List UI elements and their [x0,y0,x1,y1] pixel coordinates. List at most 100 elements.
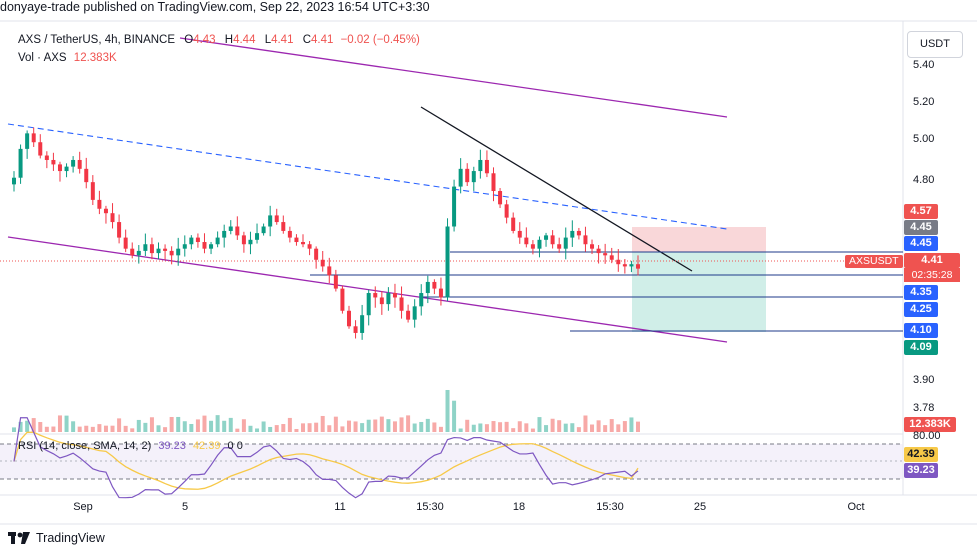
volume-bar [169,416,174,432]
dashed-trendline [7,123,728,230]
volume-bar [517,421,522,432]
candle-body [498,191,503,205]
price-label-grey: 4.45 [904,220,938,235]
volume-bar [90,426,95,432]
volume-bar [504,421,509,432]
volume-bar [176,416,181,432]
price-tick: 4.80 [913,174,935,186]
candle-body [484,159,489,174]
volume-bar [392,421,397,432]
stop-loss-zone [632,227,766,252]
candle-body [465,168,470,183]
volume-bar [432,422,437,432]
candle-body [412,306,417,320]
candle-body [570,230,575,238]
candle-body [425,281,430,294]
time-tick: 25 [693,501,707,513]
volume-bar [64,415,69,432]
high-label: H [224,34,234,46]
candle-body [248,239,253,245]
volume-bar [445,389,450,432]
candle-body [90,182,95,200]
symbol-name: AXS / TetherUS, 4h, BINANCE [18,34,176,46]
candle-body [583,235,588,245]
candle-body [287,230,292,238]
volume-bar [281,424,286,432]
volume-bar [301,423,306,432]
publish-info: donyaye-trade published on TradingView.c… [0,0,430,14]
volume-bar [103,425,108,432]
price-tick: 5.00 [913,133,935,145]
candle-body [274,215,279,223]
close-value: 4.41 [311,34,334,46]
footer-brand[interactable]: TradingView [8,531,105,545]
time-tick: 11 [334,501,346,513]
candle-body [57,164,62,172]
channel-lower-line [7,236,728,343]
candle-body [163,248,168,251]
candle-body [419,293,424,307]
rsi-value-label: 39.23 [904,463,938,478]
volume-bar [255,428,260,432]
candle-body [51,159,56,165]
time-tick: 15:30 [596,501,624,513]
candle-body [576,230,581,236]
candle-body [373,293,378,298]
volume-bar [366,419,371,432]
time-tick: 18 [512,501,526,513]
candle-body [228,226,233,231]
volume-bar [346,420,351,432]
volume-bar [570,423,575,432]
candle-body [432,281,437,289]
volume-bar [241,419,246,432]
candle-body [386,293,391,305]
price-label-level: 4.10 [904,323,938,338]
volume-bar [511,428,516,432]
candle-body [353,326,358,333]
candle-body [544,235,549,240]
volume-bar [603,425,608,432]
candle-body [294,237,299,243]
candle-body [189,237,194,245]
volume-bar [636,421,640,432]
volume-bar [143,422,148,432]
rsi-title: RSI (14, close, SMA, 14, 2) [18,440,152,452]
volume-bar [307,423,312,432]
candle-body [281,222,286,231]
candle-body [360,315,365,333]
volume-bar [491,421,496,432]
volume-bar [222,420,227,432]
volume-bar [117,418,122,432]
rsi-legend[interactable]: RSI (14, close, SMA, 14, 2) 39.23 42.39 … [18,440,243,452]
candle-body [458,168,463,187]
resistance-trendline [420,106,693,272]
candle-body [399,297,404,311]
candle-body [366,293,371,316]
candle-body [307,244,312,249]
volume-label: Vol · AXS [18,52,67,64]
volume-bar [425,418,430,432]
volume-bar [189,423,194,432]
volume-bar [530,428,535,432]
price-label-stop: 4.57 [904,204,938,219]
candle-body [149,244,154,254]
volume-bar [590,424,595,432]
candle-body [511,217,516,231]
candle-body [603,253,608,256]
volume-bar [248,425,253,432]
candle-body [97,199,102,209]
volume-bar [215,415,220,432]
rsi-line [13,417,639,499]
candle-body [517,230,522,238]
candles [12,127,640,340]
volume-bar [18,421,23,432]
price-tick: 5.20 [913,96,935,108]
candle-body [590,244,595,249]
candle-body [392,293,397,298]
candle-body [530,244,535,249]
currency-button[interactable]: USDT [907,31,963,58]
volume-legend[interactable]: Vol · AXS 12.383K [18,52,117,64]
symbol-legend[interactable]: AXS / TetherUS, 4h, BINANCE O4.43 H4.44 … [18,34,420,46]
candle-body [636,264,640,269]
